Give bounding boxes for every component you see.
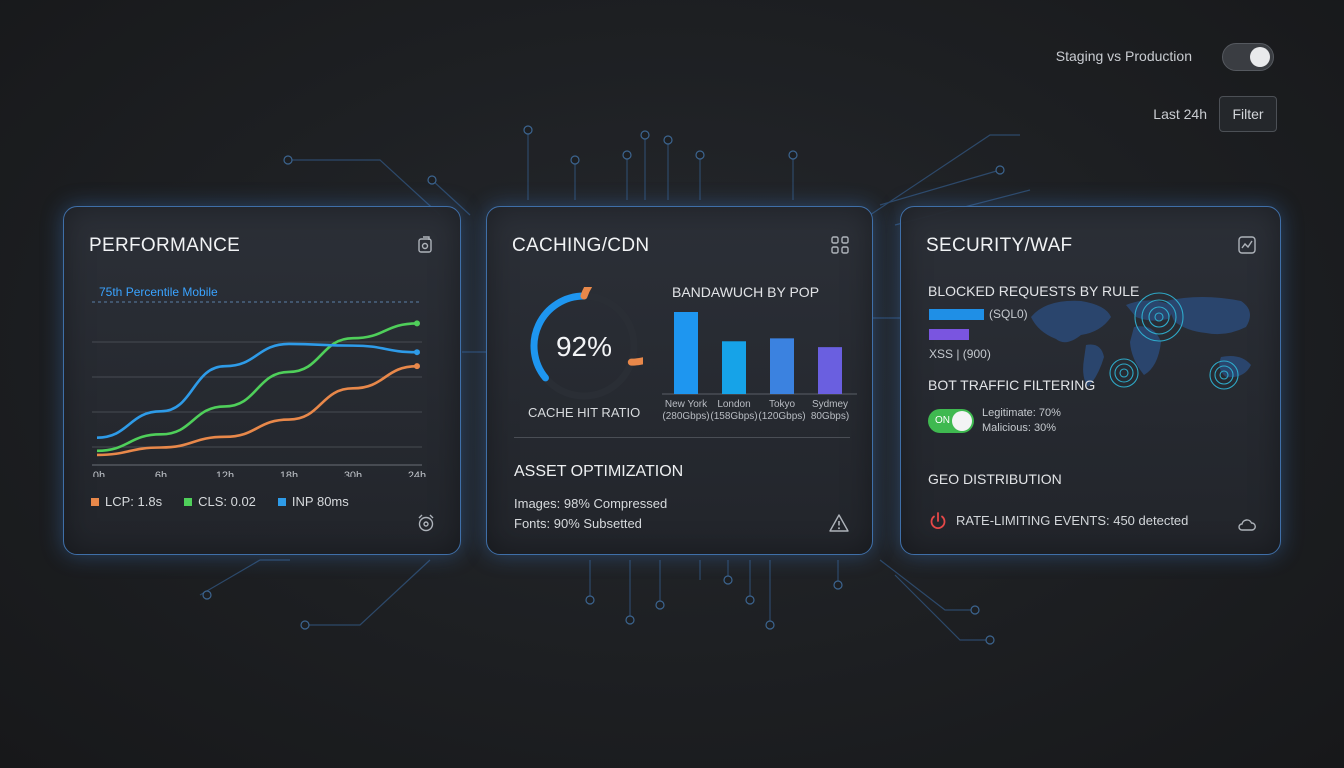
x-tick-label: 18h [280, 470, 298, 477]
rule-bar-xss [929, 329, 969, 340]
power-icon [928, 511, 948, 531]
bot-malicious: Malicious: 30% [982, 421, 1061, 436]
performance-panel: PERFORMANCE 75th Percentile Mobile 0h 6h 1… [63, 206, 461, 555]
divider [514, 437, 850, 438]
analytics-icon[interactable] [1237, 235, 1257, 255]
bandwidth-label-2: Tokyo (120Gbps) [756, 399, 808, 423]
bot-legit: Legitimate: 70% [982, 406, 1061, 421]
legend-inp: INP 80ms [278, 494, 349, 509]
panel-title: PERFORMANCE [89, 235, 240, 257]
toggle-knob [1250, 47, 1270, 67]
warning-icon[interactable] [829, 513, 849, 533]
caching-panel: CACHING/CDN 92% CACHE HIT RATIO BANDAWUC… [486, 206, 873, 555]
legend-cls: CLS: 0.02 [184, 494, 256, 509]
cache-hit-label: CACHE HIT RATIO [528, 405, 640, 420]
rule-label-xss: XSS | (900) [929, 347, 991, 361]
bandwidth-label-0: New York (280Gbps) [660, 399, 712, 423]
asset-title: ASSET OPTIMIZATION [514, 463, 683, 481]
environment-toggle[interactable] [1222, 43, 1274, 71]
geo-title: GEO DISTRIBUTION [928, 471, 1062, 487]
rate-limit-events: RATE-LIMITING EVENTS: 450 detected [956, 513, 1188, 528]
bandwidth-label-1: London (158Gbps) [708, 399, 760, 423]
asset-fonts: Fonts: 90% Subsetted [514, 516, 642, 531]
series-end-point-0 [414, 363, 420, 369]
bandwidth-bar-3 [818, 347, 842, 394]
cache-hit-gauge: 92% [525, 287, 643, 405]
series-line-0 [97, 366, 417, 455]
bot-stats: Legitimate: 70% Malicious: 30% [982, 406, 1061, 436]
toggle-on-label: ON [935, 415, 950, 426]
x-tick-label: 24h [408, 470, 426, 477]
rule-bar-sql [929, 309, 984, 320]
performance-legend: LCP: 1.8s CLS: 0.02 INP 80ms [91, 494, 349, 509]
bot-filter-toggle[interactable]: ON [928, 409, 974, 433]
performance-line-chart: 0h 6h 12h 18h 30h 24h [92, 287, 432, 477]
filter-button[interactable]: Filter [1219, 96, 1277, 132]
bot-title: BOT TRAFFIC FILTERING [928, 377, 1095, 393]
panel-title: CACHING/CDN [512, 235, 649, 257]
blocked-title: BLOCKED REQUESTS BY RULE [928, 283, 1139, 299]
time-range-label[interactable]: Last 24h [1153, 106, 1207, 122]
panel-title: SECURITY/WAF [926, 235, 1072, 257]
series-end-point-2 [414, 349, 420, 355]
bandwidth-bar-0 [674, 312, 698, 394]
asset-images: Images: 98% Compressed [514, 496, 667, 511]
environment-label: Staging vs Production [1056, 48, 1192, 64]
x-tick-label: 30h [344, 470, 362, 477]
bandwidth-bar-2 [770, 338, 794, 394]
x-tick-label: 6h [155, 470, 167, 477]
bandwidth-title: BANDAWUCH BY POP [672, 284, 819, 300]
bandwidth-label-3: Sydmey 80Gbps) [804, 399, 856, 423]
security-panel: SECURITY/WAF BLOCKED REQUESTS BY RULE (S… [900, 206, 1281, 555]
legend-lcp: LCP: 1.8s [91, 494, 162, 509]
grid-icon[interactable] [830, 235, 850, 255]
toggle-knob [952, 411, 972, 431]
alarm-icon[interactable] [416, 513, 436, 533]
cache-hit-value: 92% [556, 331, 612, 362]
export-icon[interactable] [415, 235, 435, 255]
bandwidth-bar-1 [722, 341, 746, 394]
series-end-point-1 [414, 320, 420, 326]
bandwidth-labels: New York (280Gbps) London (158Gbps) Tokyo (12… [662, 399, 862, 429]
rule-label-sql: (SQL0) [989, 307, 1028, 321]
x-tick-label: 12h [216, 470, 234, 477]
bandwidth-bar-chart [662, 305, 862, 397]
x-tick-label: 0h [93, 470, 105, 477]
cloud-icon[interactable] [1237, 515, 1257, 535]
